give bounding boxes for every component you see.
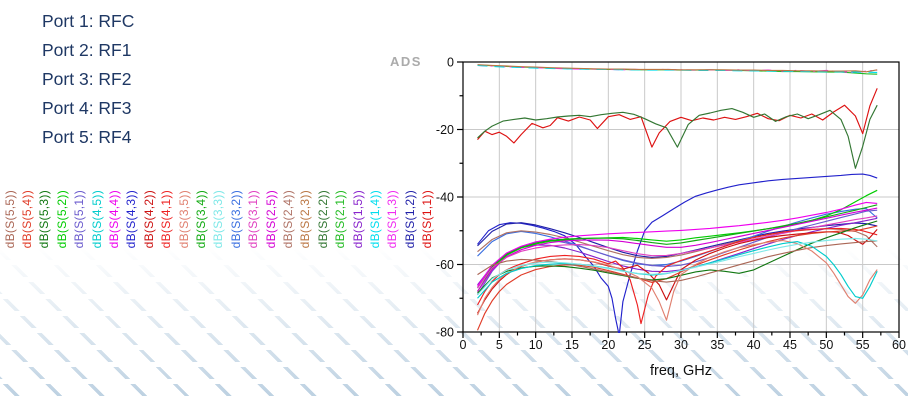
legend-item[interactable]: dB(S(3,2)): [227, 190, 244, 248]
x-tick-label: 60: [892, 338, 906, 352]
legend-item-label: dB(S(1,4)): [367, 189, 382, 248]
diagonal-stripes-background: [0, 248, 908, 401]
legend-item-label: dB(S(2,2)): [315, 189, 330, 248]
legend-item-label: dB(S(3,1)): [246, 189, 261, 248]
legend-item-label: dB(S(1,5)): [350, 189, 365, 248]
legend-item-label: dB(S(5,4)): [20, 189, 35, 248]
y-tick-label: 0: [447, 56, 454, 70]
legend-item-label: dB(S(2,1)): [333, 189, 348, 248]
legend-item-label: dB(S(4,1)): [159, 189, 174, 248]
x-tick-label: 55: [856, 338, 870, 352]
trace-dB(S(4,1))[interactable]: [476, 227, 878, 325]
port-label-1[interactable]: Port 1: RFC: [42, 11, 135, 31]
legend-item[interactable]: dB(S(3,1)): [244, 190, 261, 248]
port-label-2[interactable]: Port 2: RF1: [42, 40, 132, 60]
y-tick-label: -20: [436, 123, 454, 137]
legend-item-label: dB(S(2,4)): [280, 189, 295, 248]
legend-item-label: dB(S(5,3)): [37, 189, 52, 248]
legend-item-label: dB(S(2,5)): [263, 189, 278, 248]
legend-item[interactable]: dB(S(1,4)): [366, 190, 383, 248]
y-tick-label: -60: [436, 258, 454, 272]
legend-item[interactable]: dB(S(5,2)): [53, 190, 70, 248]
legend-item[interactable]: dB(S(2,4)): [279, 190, 296, 248]
x-axis-title: freq, GHz: [649, 363, 713, 379]
legend-item-label: dB(S(2,3)): [298, 189, 313, 248]
trace-dB(S(3,2))[interactable]: [477, 207, 878, 267]
x-tick-label: 40: [747, 338, 761, 352]
legend-item[interactable]: dB(S(1,2)): [401, 190, 418, 248]
legend-item[interactable]: dB(S(4,4)): [105, 190, 122, 248]
port-annotation-list[interactable]: Port 1: RFC Port 2: RF1 Port 3: RF2 Port…: [42, 7, 134, 152]
legend-item[interactable]: dB(S(3,5)): [175, 190, 192, 248]
trace-dB(S(3,4))[interactable]: [477, 204, 878, 289]
x-tick-label: 5: [496, 338, 503, 352]
legend-item[interactable]: dB(S(2,5)): [262, 190, 279, 248]
legend-item[interactable]: dB(S(4,2)): [140, 190, 157, 248]
legend-item-label: dB(S(3,3)): [211, 189, 226, 248]
x-tick-label: 25: [638, 338, 652, 352]
trace-dB(S(2,5))[interactable]: [477, 207, 878, 292]
y-tick-label: -80: [436, 326, 454, 340]
legend-item-label: dB(S(4,2)): [141, 189, 156, 248]
x-tick-label: 15: [565, 338, 579, 352]
x-tick-label: 35: [710, 338, 724, 352]
trace-dB(S(4,5))[interactable]: [477, 241, 878, 299]
trace-dB(S(4,4))[interactable]: [477, 201, 878, 287]
trace-dB(S(3,3))[interactable]: [477, 237, 878, 296]
trace-legend[interactable]: dB(S(5,5)) dB(S(5,4)) dB(S(5,3)) dB(S(5,2))…: [1, 151, 436, 248]
legend-item[interactable]: dB(S(2,2)): [314, 190, 331, 248]
legend-item-label: dB(S(5,1)): [72, 189, 87, 248]
legend-item[interactable]: dB(S(5,4)): [18, 190, 35, 248]
legend-item-label: dB(S(4,4)): [107, 189, 122, 248]
legend-item-label: dB(S(3,2)): [228, 189, 243, 248]
trace-dB(S(3,1))[interactable]: [477, 215, 878, 289]
legend-item[interactable]: dB(S(1,3)): [384, 190, 401, 248]
trace-dB(S(3,5))[interactable]: [476, 239, 878, 321]
ads-watermark: ADS: [390, 54, 422, 69]
legend-item[interactable]: dB(S(1,5)): [349, 190, 366, 248]
trace-dB(S(1,5))[interactable]: [477, 217, 878, 286]
legend-item-label: dB(S(4,3)): [124, 189, 139, 248]
legend-item-label: dB(S(3,5)): [176, 189, 191, 248]
legend-item[interactable]: dB(S(2,1)): [331, 190, 348, 248]
legend-item[interactable]: dB(S(1,1)): [418, 190, 435, 248]
legend-item[interactable]: dB(S(5,3)): [36, 190, 53, 248]
trace-dB(S(4,3))[interactable]: [477, 173, 878, 335]
port-label-3[interactable]: Port 3: RF2: [42, 69, 132, 89]
legend-item-label: dB(S(1,3)): [385, 189, 400, 248]
legend-item[interactable]: dB(S(4,1)): [158, 190, 175, 248]
legend-item-label: dB(S(4,5)): [89, 189, 104, 248]
x-tick-label: 0: [460, 338, 467, 352]
trace-dB(S(2,3))[interactable]: [477, 64, 878, 73]
x-tick-label: 30: [674, 338, 688, 352]
legend-item[interactable]: dB(S(3,3)): [210, 190, 227, 248]
trace-dB(S(1,1))[interactable]: [477, 88, 878, 148]
x-tick-label: 10: [529, 338, 543, 352]
legend-item[interactable]: dB(S(5,1)): [71, 190, 88, 248]
legend-item-label: dB(S(5,5)): [2, 189, 17, 248]
legend-item[interactable]: dB(S(2,3)): [297, 190, 314, 248]
legend-item[interactable]: dB(S(4,3)): [123, 190, 140, 248]
legend-item-label: dB(S(5,2)): [54, 189, 69, 248]
trace-dB(S(2,2))[interactable]: [477, 104, 878, 169]
x-tick-label: 50: [819, 338, 833, 352]
port-label-4[interactable]: Port 4: RF3: [42, 98, 132, 118]
legend-item-label: dB(S(1,2)): [402, 189, 417, 248]
legend-item[interactable]: dB(S(3,4)): [192, 190, 209, 248]
y-tick-label: -40: [436, 191, 454, 205]
legend-item-label: dB(S(1,1)): [420, 189, 435, 248]
x-tick-label: 20: [601, 338, 615, 352]
legend-item[interactable]: dB(S(4,5)): [88, 190, 105, 248]
legend-item-label: dB(S(3,4)): [193, 189, 208, 248]
x-tick-label: 45: [783, 338, 797, 352]
legend-item[interactable]: dB(S(5,5)): [1, 190, 18, 248]
port-label-5[interactable]: Port 5: RF4: [42, 127, 132, 147]
